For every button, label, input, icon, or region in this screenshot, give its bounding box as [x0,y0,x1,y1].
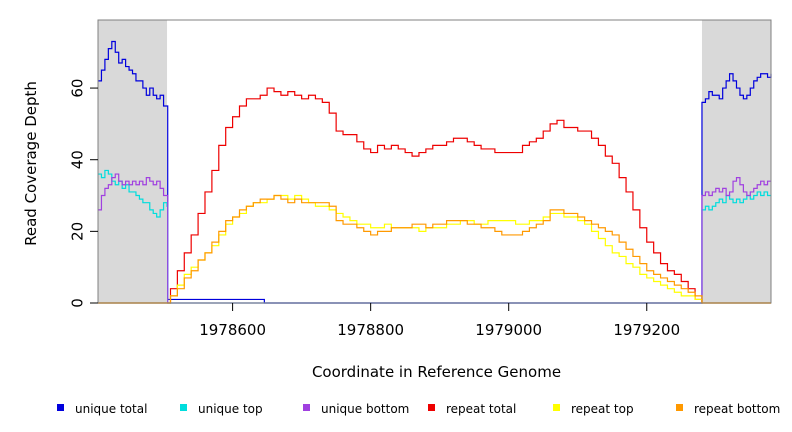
y-tick-label: 60 [69,79,87,98]
legend-label-repeat-bottom: repeat bottom [694,402,780,416]
legend-label-unique-top: unique top [198,402,263,416]
flank-regions [98,20,771,303]
series-line-repeat-top [98,194,771,304]
series-lines [98,40,772,304]
legend-label-unique-total: unique total [75,402,147,416]
series-line-repeat-total [98,87,771,304]
x-tick-label: 1978600 [199,321,266,339]
x-tick-label: 1979200 [613,321,680,339]
x-axis: 1978600 1978800 1979000 1979200 [199,303,680,339]
y-axis: 0 20 40 60 [69,79,98,308]
flank-region-1 [98,20,168,303]
flank-region-2 [701,20,771,303]
series-line-repeat-bottom [98,194,771,304]
series-line-unique-top [98,169,771,304]
legend-label-unique-bottom: unique bottom [321,402,409,416]
y-tick-label: 0 [69,298,87,308]
y-tick-label: 20 [69,222,87,241]
series-line-unique-total [98,40,772,304]
legend-label-repeat-top: repeat top [571,402,634,416]
legend-swatch-unique-total [57,404,64,411]
y-axis-label: Read Coverage Depth [22,81,40,246]
legend-swatch-repeat-total [428,404,435,411]
x-tick-label: 1978800 [337,321,404,339]
legend-label-repeat-total: repeat total [446,402,516,416]
legend-swatch-repeat-bottom [676,404,683,411]
x-tick-label: 1979000 [475,321,542,339]
legend-swatch-unique-bottom [303,404,310,411]
legend-swatch-unique-top [180,404,187,411]
y-tick-label: 40 [69,150,87,169]
series-line-unique-bottom [98,173,771,304]
legend: unique total unique top unique bottom repea… [57,402,780,416]
plot-frame [97,19,772,304]
legend-swatch-repeat-top [553,404,560,411]
x-axis-label: Coordinate in Reference Genome [312,363,561,381]
